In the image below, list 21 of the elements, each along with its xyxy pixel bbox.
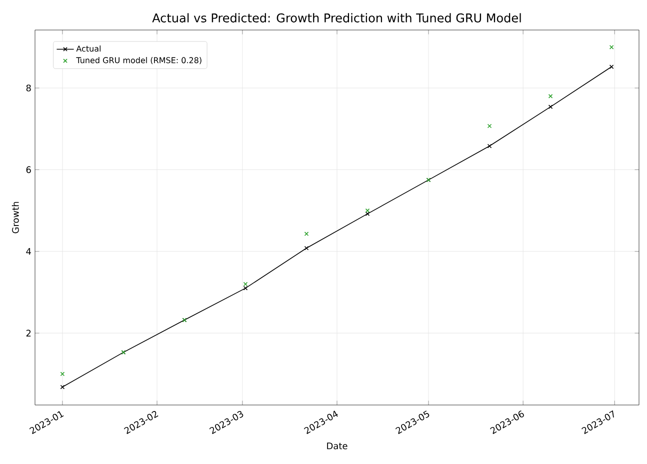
y-axis-title: Growth bbox=[12, 202, 19, 234]
x-axis-title: Date bbox=[327, 442, 348, 450]
point bbox=[487, 144, 492, 148]
point bbox=[609, 44, 614, 50]
point bbox=[548, 94, 553, 98]
point bbox=[365, 208, 370, 213]
point bbox=[243, 286, 248, 290]
point bbox=[487, 124, 492, 128]
y-tick-label: 2 bbox=[26, 330, 31, 336]
legend-label: Tuned GRU model (RMSE: 0.28) bbox=[76, 57, 202, 64]
y-tick-label: 8 bbox=[26, 84, 31, 92]
point bbox=[243, 282, 248, 286]
point bbox=[548, 104, 553, 109]
point bbox=[60, 372, 65, 376]
point bbox=[365, 212, 370, 216]
point bbox=[304, 232, 309, 236]
chart-title: Actual vs Predicted: Growth Prediction with Tuned GRU Model bbox=[152, 13, 521, 22]
legend-label: Actual bbox=[76, 45, 101, 52]
point bbox=[304, 246, 309, 250]
y-tick-label: 6 bbox=[26, 166, 31, 174]
y-tick-label: 4 bbox=[26, 248, 31, 255]
